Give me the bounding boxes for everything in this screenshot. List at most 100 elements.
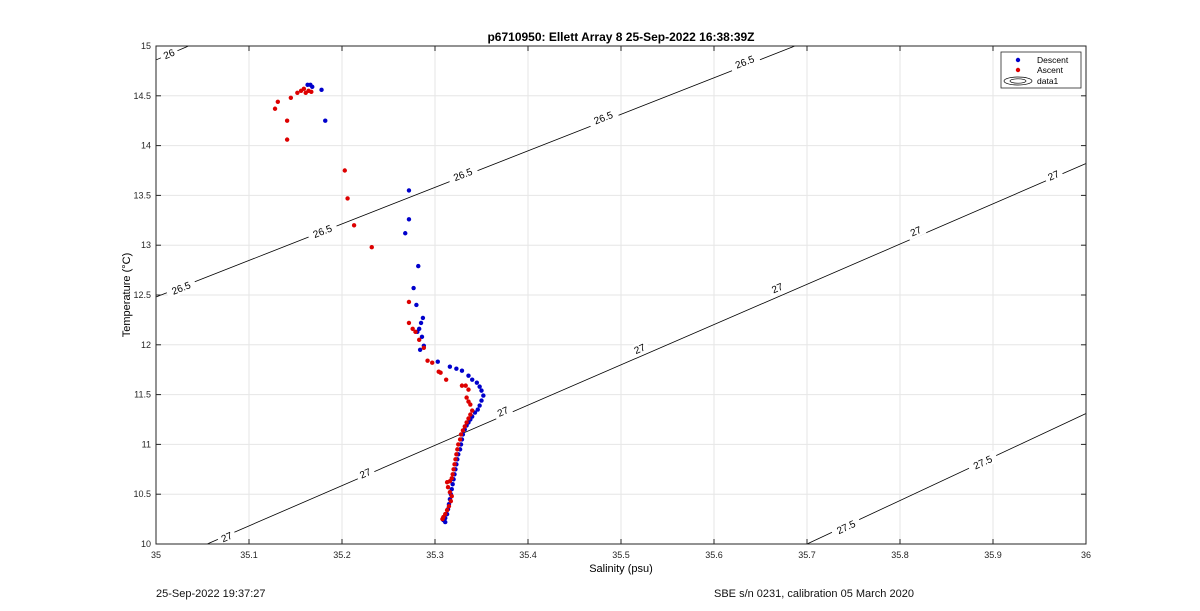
legend-descent-marker [1015,57,1021,63]
data-point-ascent [275,99,281,104]
data-point-descent [454,366,459,371]
data-point-descent [310,84,315,90]
contour-label-bg [306,220,339,243]
data-point-ascent [464,395,469,400]
data-point-ascent [410,326,415,332]
data-point-ascent [351,223,357,228]
data-point-ascent [454,452,459,457]
y-axis-label: Temperature (°C) [121,253,133,337]
data-point-descent [450,482,455,487]
y-tick-label: 10 [141,539,151,549]
data-point-descent [416,263,421,269]
contour-label-bg [492,402,514,421]
data-point-ascent [369,244,374,250]
legend-box [1000,51,1082,89]
data-point-ascent [342,168,347,173]
chart-title: p6710950: Ellett Array 8 25-Sep-2022 16:… [487,30,754,44]
data-point-descent [319,87,324,93]
contour-line [206,163,1087,545]
x-tick-label: 35.2 [333,550,351,560]
contour-label-bg [164,276,198,300]
contour-label-bg [1042,166,1065,185]
legend-data1-label: data1 [1037,76,1059,86]
x-tick-label: 35.1 [240,550,258,560]
contour-label-bg [446,163,480,186]
contour-label-bg [628,339,651,358]
data-point-ascent [425,358,430,363]
y-tick-label: 14 [141,141,151,151]
data-point-ascent [463,383,468,388]
data-point-ascent [444,507,450,513]
x-tick-label: 35.5 [612,550,630,560]
contour-label-bg [354,464,376,483]
data-point-ascent [416,337,422,343]
data-point-ascent [295,90,300,96]
data-point-ascent [449,493,454,499]
density-contours: 2626.526.526.526.526.52727272727272727.5… [155,44,1087,547]
data-point-ascent [345,196,350,201]
legend-contour-icon-inner [1009,78,1027,84]
x-tick-label: 35.8 [891,550,909,560]
data-point-ascent [272,106,278,111]
y-tick-label: 12.5 [133,290,151,300]
contour-label-bg [216,527,238,547]
y-tick-label: 14.5 [133,91,151,101]
contour-label: 27 [770,282,785,297]
data-point-descent [477,384,482,389]
data-point-ascent [464,420,469,425]
data-point-ascent [453,457,458,462]
contour-label: 27 [358,467,373,482]
data-point-ascent [468,412,473,417]
y-tick-label: 13.5 [133,190,151,200]
data-point-ascent [448,498,454,504]
contour-label: 27 [220,531,235,546]
data-point-ascent [455,447,460,452]
contour-label: 27 [633,342,648,357]
data-point-ascent [450,472,455,477]
data-point-ascent [462,424,467,429]
data-point-ascent [452,462,457,467]
data-point-ascent [309,89,314,95]
data-point-descent [406,188,412,193]
contour-label: 27 [496,405,511,420]
data-point-descent [443,519,448,525]
footer-timestamp: 25-Sep-2022 19:37:27 [156,588,266,600]
data-point-descent [406,217,412,222]
data-point-descent [470,377,475,382]
contour-label-bg [158,44,180,64]
data-point-ascent [460,428,466,433]
axis-ticks: 35 35.1 35.2 35.3 35.4 35.5 35.6 35.7 35.8 35.9 36… [133,41,1091,560]
contour-label-bg [905,222,927,241]
data-point-ascent [459,383,465,388]
data-point-ascent [468,402,473,407]
data-point-descent [418,320,424,326]
data-point-ascent [444,480,450,485]
x-tick-label: 35.7 [798,550,816,560]
data-point-ascent [406,299,412,305]
contour-label-bg [829,515,863,539]
legend-ascent-label: Ascent [1037,65,1064,75]
data-point-ascent [457,437,463,442]
data-point-ascent [288,95,294,100]
data-point-descent [459,368,465,373]
data-point-ascent [430,360,435,365]
data-point-ascent [456,442,461,447]
data-point-ascent [466,416,471,421]
contour-label: 26 [162,47,177,62]
data-point-ascent [438,370,443,375]
y-tick-label: 11 [142,439,151,449]
y-tick-label: 10.5 [133,489,151,499]
contour-label: 27 [1047,169,1062,184]
contour-label: 27 [909,225,924,240]
data-point-descent [403,231,408,236]
data-point-ascent [406,320,412,326]
data-point-ascent [451,467,456,472]
contour-label-bg [728,50,761,74]
data-point-descent [477,403,482,408]
data-point-descent [411,285,416,291]
data-point-descent [414,302,419,308]
data-point-descent [417,347,423,352]
y-tick-label: 15 [141,41,151,51]
data-point-descent [435,359,440,364]
data-point-descent [466,373,471,378]
